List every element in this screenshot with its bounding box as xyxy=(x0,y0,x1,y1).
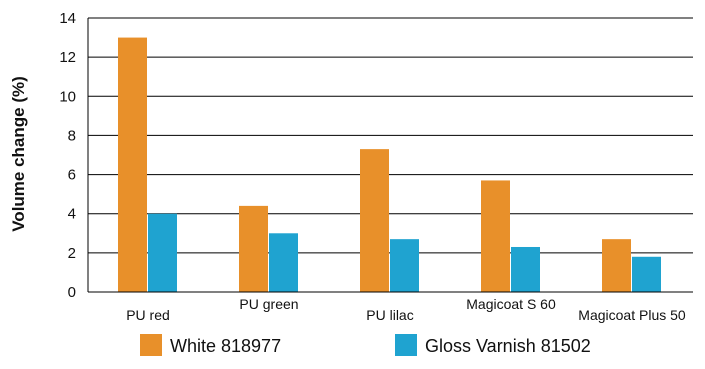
y-tick-label: 14 xyxy=(59,10,76,27)
legend-item: Gloss Varnish 81502 xyxy=(395,334,591,356)
legend-swatch xyxy=(395,334,417,356)
bar xyxy=(360,149,389,292)
bars xyxy=(118,37,661,293)
y-tick-label: 6 xyxy=(68,167,76,184)
legend: White 818977 Gloss Varnish 81502 xyxy=(140,334,591,356)
y-tick-label: 4 xyxy=(68,206,76,223)
x-category-label: Magicoat S 60 xyxy=(466,296,556,312)
x-category-label: PU green xyxy=(239,296,298,312)
y-tick-label: 2 xyxy=(68,245,76,262)
x-axis-categories: PU red PU green PU lilac Magicoat S 60 Magic… xyxy=(126,296,686,323)
bar xyxy=(118,37,147,293)
bar xyxy=(239,205,268,292)
y-tick-label: 0 xyxy=(68,284,76,301)
bar xyxy=(632,256,661,292)
x-category-label: PU red xyxy=(126,307,170,323)
bar xyxy=(148,213,177,292)
x-category-label: PU lilac xyxy=(366,307,413,323)
bar xyxy=(481,180,510,292)
y-axis-ticks: 0 2 4 6 8 10 12 14 xyxy=(59,10,76,301)
y-axis-label: Volume change (%) xyxy=(9,76,28,232)
y-tick-label: 10 xyxy=(59,88,76,105)
bar xyxy=(390,239,419,292)
legend-label: White 818977 xyxy=(170,336,281,356)
gridlines xyxy=(88,17,693,254)
legend-item: White 818977 xyxy=(140,334,281,356)
y-tick-label: 8 xyxy=(68,127,76,144)
x-category-label: Magicoat Plus 50 xyxy=(578,307,686,323)
bar xyxy=(269,233,298,292)
y-tick-label: 12 xyxy=(59,49,76,66)
bar xyxy=(511,246,540,292)
legend-swatch xyxy=(140,334,162,356)
bar xyxy=(602,239,631,292)
legend-label: Gloss Varnish 81502 xyxy=(425,336,591,356)
